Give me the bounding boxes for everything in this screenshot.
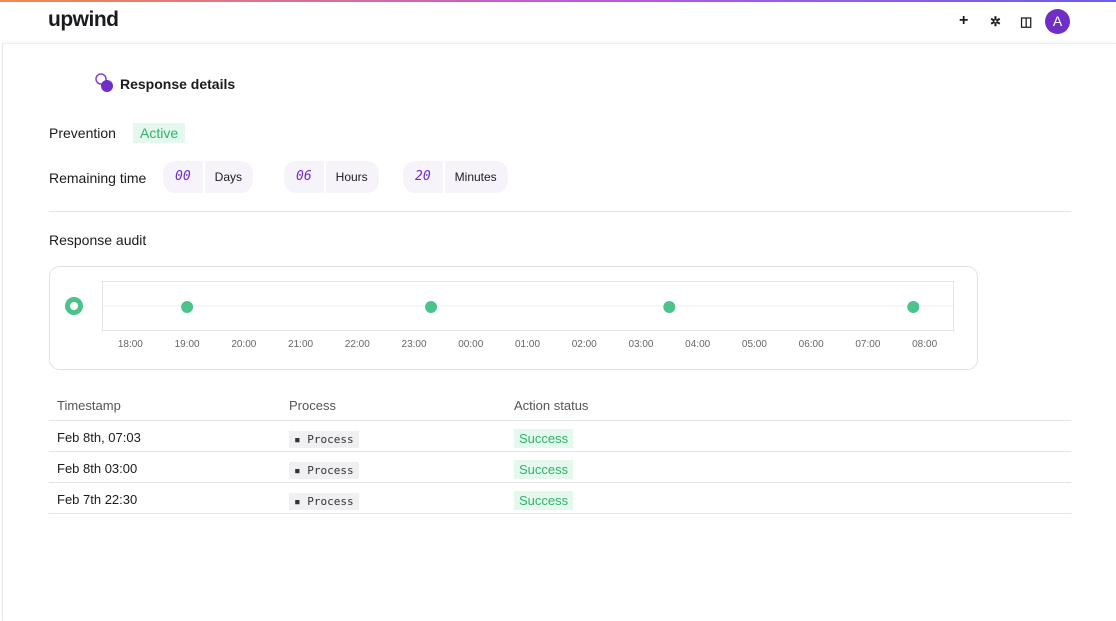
column-header: Timestamp (57, 398, 121, 413)
event-dot (181, 301, 194, 313)
time-tick-label: 21:00 (288, 339, 313, 350)
timeline-icon-dot (70, 302, 78, 310)
time-tick-label: 20:00 (231, 339, 256, 350)
status-badge: Success (514, 460, 574, 479)
event-dot (663, 301, 676, 313)
timer-chip: 00 Days (163, 161, 253, 193)
timestamp-cell: Feb 8th 03:00 (57, 461, 138, 476)
status-badge: Success (514, 491, 574, 510)
timestamp-cell: Feb 8th, 07:03 (57, 430, 141, 445)
process-tag: ▪ Process (289, 431, 359, 448)
row-rule (49, 451, 1071, 452)
process-name[interactable]: Process (307, 433, 354, 446)
prevention-status: Active (133, 123, 186, 143)
time-tick-label: 08:00 (912, 339, 937, 350)
row-rule (49, 513, 1071, 514)
timer-unit: Minutes (454, 170, 497, 184)
time-tick-label: 23:00 (402, 339, 427, 350)
time-tick-label: 19:00 (175, 339, 200, 350)
docs-icon[interactable]: ◫ (1020, 14, 1033, 29)
status-cell: Success (514, 429, 574, 448)
time-tick-label: 00:00 (458, 339, 483, 350)
time-tick-label: 03:00 (628, 339, 653, 350)
time-tick-label: 22:00 (345, 339, 370, 350)
process-cell: ▪ Process (289, 493, 359, 510)
logo[interactable]: upwind (48, 8, 119, 31)
timer-value: 20 (403, 161, 445, 193)
timer-unit: Hours (335, 170, 368, 184)
timer-value: 06 (284, 161, 326, 193)
timeline: 18:00 19:00 20:00 21:00 22:00 23:00 00:00 01:00… (49, 266, 978, 370)
section-title: Response details (120, 76, 236, 92)
time-tick-label: 05:00 (742, 339, 767, 350)
top-gradient (0, 0, 1116, 2)
column-header: Action status (514, 398, 589, 413)
avatar[interactable]: A (1045, 9, 1070, 34)
audit-title: Response audit (49, 232, 147, 248)
divider (49, 211, 1071, 212)
process-tag: ▪ Process (289, 462, 359, 479)
timestamp-cell: Feb 7th 22:30 (57, 492, 138, 507)
time-tick-label: 04:00 (685, 339, 710, 350)
process-cell: ▪ Process (289, 431, 359, 448)
content-panel (2, 43, 1116, 621)
prevention-label: Prevention (49, 125, 116, 141)
timer-value: 00 (163, 161, 205, 193)
time-tick-label: 06:00 (799, 339, 824, 350)
process-cell: ▪ Process (289, 462, 359, 479)
response-icon (95, 73, 113, 92)
column-header: Process (289, 398, 336, 413)
time-tick-label: 01:00 (515, 339, 540, 350)
timer-chip: 06 Hours (284, 161, 379, 193)
time-tick-label: 02:00 (572, 339, 597, 350)
row-rule (49, 420, 1071, 421)
settings-icon[interactable]: ✲ (990, 14, 1001, 29)
remaining-time-label: Remaining time (49, 170, 147, 186)
time-tick-label: 07:00 (855, 339, 880, 350)
row-rule (49, 482, 1071, 483)
status-cell: Success (514, 491, 574, 510)
event-dot (907, 301, 920, 313)
timeline-box (49, 266, 978, 370)
process-name[interactable]: Process (307, 495, 354, 508)
add-icon[interactable]: + (959, 12, 969, 29)
time-tick-label: 18:00 (118, 339, 143, 350)
timer-chip: 20 Minutes (403, 161, 508, 193)
status-cell: Success (514, 460, 574, 479)
process-tag: ▪ Process (289, 493, 359, 510)
status-badge: Success (514, 429, 574, 448)
timer-unit: Days (214, 170, 242, 184)
event-dot (425, 301, 438, 313)
process-name[interactable]: Process (307, 464, 354, 477)
